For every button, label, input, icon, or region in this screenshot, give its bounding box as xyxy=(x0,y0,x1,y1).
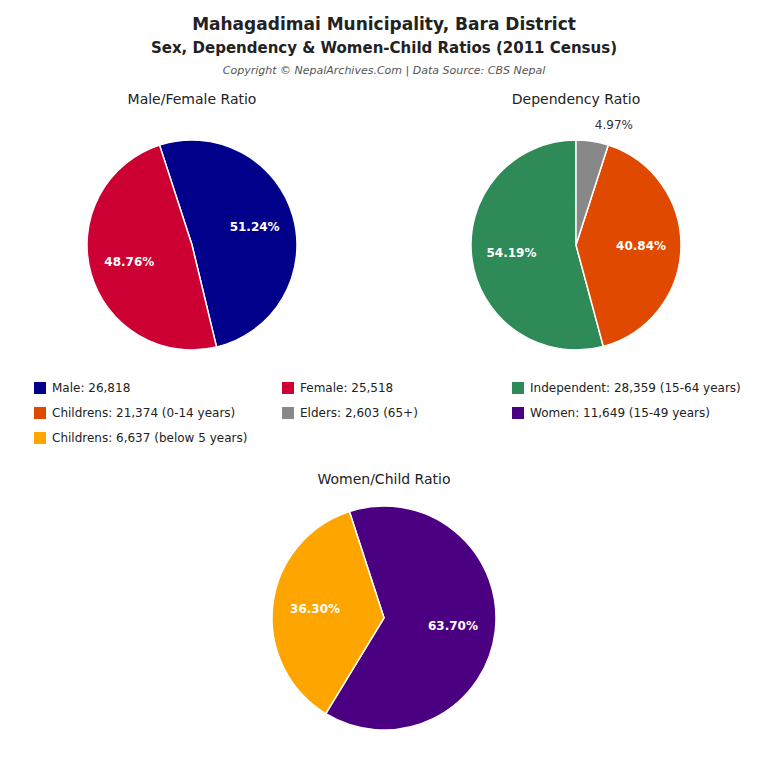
data-label: 54.19% xyxy=(486,246,536,260)
subtitle: Sex, Dependency & Women-Child Ratios (20… xyxy=(151,39,617,57)
legend-swatch xyxy=(282,382,294,394)
pie-slice xyxy=(272,511,384,713)
pie: 54.19% 40.84% 4.97% xyxy=(471,118,681,350)
legend-swatch xyxy=(34,382,46,394)
data-label: 63.70% xyxy=(428,619,478,633)
pie: 51.24% 48.76% xyxy=(87,140,297,350)
legend-swatch xyxy=(34,432,46,444)
legend-swatch xyxy=(512,407,524,419)
legend-label: Childrens: 6,637 (below 5 years) xyxy=(52,431,247,445)
pie-title: Women/Child Ratio xyxy=(317,471,450,487)
legend-swatch xyxy=(512,382,524,394)
pie-slice xyxy=(576,140,608,245)
legend: Male: 26,818 Female: 25,518 Independent: 2… xyxy=(34,381,741,445)
legend-swatch xyxy=(34,407,46,419)
pie-slice xyxy=(87,145,217,350)
data-label: 36.30% xyxy=(290,602,340,616)
legend-label: Women: 11,649 (15-49 years) xyxy=(530,406,710,420)
chart: Mahagadimai Municipality, Bara District S… xyxy=(0,0,768,768)
legend-label: Childrens: 21,374 (0-14 years) xyxy=(52,406,235,420)
legend-label: Independent: 28,359 (15-64 years) xyxy=(530,381,741,395)
legend-label: Male: 26,818 xyxy=(52,381,130,395)
data-label: 48.76% xyxy=(104,255,154,269)
pie: 63.70% 36.30% xyxy=(272,506,496,730)
data-label: 51.24% xyxy=(230,220,280,234)
title: Mahagadimai Municipality, Bara District xyxy=(192,14,576,34)
annotation: Copyright © NepalArchives.Com | Data Sou… xyxy=(223,64,545,77)
data-label: 40.84% xyxy=(616,239,666,253)
pie-title: Male/Female Ratio xyxy=(128,91,257,107)
pie-title: Dependency Ratio xyxy=(512,91,641,107)
legend-label: Female: 25,518 xyxy=(300,381,393,395)
legend-swatch xyxy=(282,407,294,419)
data-label: 4.97% xyxy=(595,118,633,132)
legend-label: Elders: 2,603 (65+) xyxy=(300,406,418,420)
